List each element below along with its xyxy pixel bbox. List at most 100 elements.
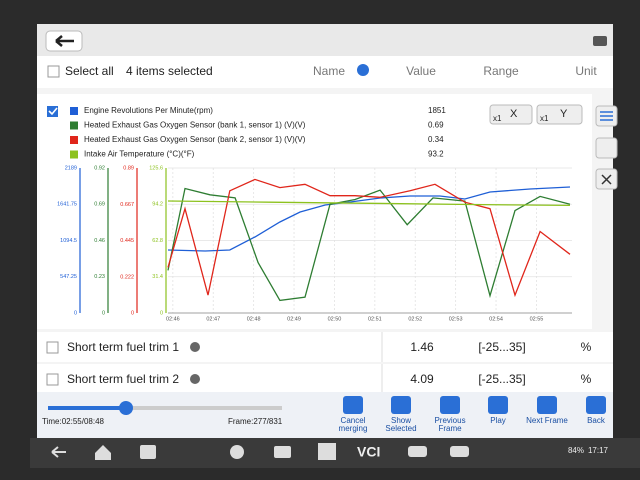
clock: 17:17 (588, 446, 609, 455)
print-button[interactable] (593, 36, 607, 46)
y-tick-label: 0.667 (120, 202, 134, 208)
legend-swatch (70, 150, 78, 159)
graph-checkbox[interactable] (47, 106, 58, 117)
player-button-icon[interactable] (391, 396, 411, 414)
row-value: 4.09 (410, 372, 434, 386)
zoom-y-factor: x1 (540, 114, 549, 123)
row-checkbox[interactable] (46, 373, 59, 386)
y-tick-label: 62.8 (152, 238, 163, 244)
current-value: 1851 (428, 106, 446, 115)
row-range: [-25...35] (478, 340, 525, 354)
x-tick-label: 02:52 (408, 316, 422, 322)
slider-fill (48, 406, 126, 410)
row-expand[interactable] (190, 374, 200, 384)
player-button-icon[interactable] (440, 396, 460, 414)
y-tick-label: 125.6 (149, 165, 163, 171)
nav-camera[interactable] (274, 446, 291, 458)
player-button-icon[interactable] (586, 396, 606, 414)
x-tick-label: 02:51 (368, 316, 382, 322)
nav-app[interactable] (140, 445, 156, 459)
y-tick-label: 0.23 (94, 274, 105, 280)
zoom-y-button[interactable] (536, 104, 583, 125)
row-checkbox[interactable] (46, 341, 59, 354)
row-unit: % (581, 372, 592, 386)
plot: 02:46 02:47 02:48 02:49 02:50 02:51 02:52 02:53… (57, 165, 572, 322)
nav-home[interactable] (95, 445, 111, 460)
zoom-x-label: X (510, 108, 518, 120)
row-name: Short term fuel trim 2 (67, 372, 179, 386)
player-button-label: Back (587, 416, 606, 425)
series-line (167, 200, 571, 207)
nav-vci[interactable]: VCI (357, 444, 380, 460)
legend-swatch (70, 107, 78, 115)
player-button-icon[interactable] (488, 396, 508, 414)
y-tick-label: 0 (160, 310, 163, 316)
row-background (37, 364, 613, 394)
x-tick-label: 02:50 (328, 316, 342, 322)
row-name: Short term fuel trim 1 (67, 340, 179, 354)
player-button-label: Next Frame (526, 416, 568, 425)
name-column[interactable]: Name (313, 64, 345, 78)
zoom-x-factor: x1 (493, 114, 502, 123)
nav-back[interactable] (51, 446, 66, 458)
back-arrow (55, 35, 74, 47)
slider-handle[interactable] (119, 401, 133, 415)
player-button-label: Frame (438, 424, 462, 433)
sort-icon[interactable] (357, 64, 369, 76)
series-line (167, 178, 571, 298)
legend: Engine Revolutions Per Minute(rpm) 1851 He… (70, 106, 446, 159)
y-tick-label: 0.69 (94, 202, 105, 208)
y-tick-label: 547.25 (60, 274, 77, 280)
menu-icon (600, 111, 613, 121)
y-tick-label: 0 (102, 310, 105, 316)
check-mark (48, 107, 58, 116)
graph-panel (37, 94, 592, 329)
select-all-checkbox[interactable] (47, 65, 60, 78)
legend-label: Heated Exhaust Gas Oxygen Sensor (bank 2… (84, 135, 306, 144)
nav-browser[interactable] (230, 445, 244, 459)
series-line (167, 187, 571, 302)
series-line (167, 186, 571, 252)
frame-label: Frame:277/831 (228, 417, 283, 426)
y-tick-label: 0.92 (94, 165, 105, 171)
player-button-label: Cancel (341, 416, 366, 425)
y-tick-label: 0.46 (94, 238, 105, 244)
nav-user-car[interactable] (450, 446, 469, 457)
x-tick-label: 02:46 (166, 316, 180, 322)
legend-label: Heated Exhaust Gas Oxygen Sensor (bank 1… (84, 121, 306, 130)
select-all-label: Select all (65, 64, 114, 78)
player-button-label: merging (339, 424, 368, 433)
range-column: Range (483, 64, 519, 78)
current-value: 93.2 (428, 150, 444, 159)
header-bar (37, 24, 613, 56)
nav-car[interactable] (408, 446, 427, 457)
data-rows: Short term fuel trim 1 1.46 [-25...35] % Sho… (37, 332, 613, 394)
battery: 84% (568, 446, 584, 455)
player-bar (37, 392, 613, 438)
current-value: 0.34 (428, 135, 444, 144)
slider-track[interactable] (48, 406, 282, 410)
y-tick-label: 1094.5 (60, 238, 77, 244)
row-unit: % (581, 340, 592, 354)
y-tick-label: 1641.75 (57, 202, 77, 208)
legend-swatch (70, 121, 78, 130)
x-tick-label: 02:48 (247, 316, 261, 322)
x-tick-label: 02:55 (530, 316, 544, 322)
close-icon (601, 174, 612, 185)
row-expand[interactable] (190, 342, 200, 352)
nav-tool[interactable] (318, 443, 336, 460)
legend-label: Engine Revolutions Per Minute(rpm) (84, 106, 213, 115)
player-button-label: Play (490, 416, 506, 425)
y-tick-label: 31.4 (152, 274, 163, 280)
player-button-icon[interactable] (343, 396, 363, 414)
row-range: [-25...35] (478, 372, 525, 386)
value-column: Value (406, 64, 436, 78)
x-tick-label: 02:49 (287, 316, 301, 322)
zoom-x-button[interactable] (489, 104, 533, 125)
player-button-icon[interactable] (537, 396, 557, 414)
expand-button[interactable] (595, 137, 618, 159)
y-tick-label: 0.89 (123, 165, 134, 171)
